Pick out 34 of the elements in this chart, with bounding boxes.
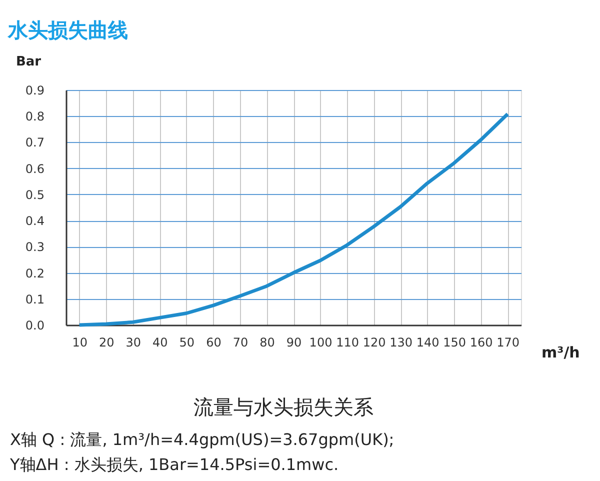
y-tick-label: 0.4 [25, 214, 44, 228]
x-tick-label: 110 [336, 336, 359, 350]
y-tick-label: 0.8 [25, 110, 44, 124]
y-tick-label: 0.2 [25, 266, 44, 280]
x-tick-label: 80 [260, 336, 275, 350]
y-tick-label: 0.9 [25, 84, 44, 98]
x-axis-title: m³/h [542, 344, 580, 362]
x-tick-label: 150 [443, 336, 466, 350]
x-tick-label: 120 [362, 336, 386, 350]
line-series [78, 112, 510, 327]
x-tick-label: 50 [179, 336, 195, 350]
y-tick-label: 0.0 [25, 318, 44, 332]
x-tick-label: 30 [126, 336, 142, 350]
x-tick-label: 100 [309, 336, 332, 350]
x-tick-label: 130 [390, 336, 413, 350]
x-tick-label: 40 [152, 336, 168, 350]
text: Y轴ΔH : 水头损失, 1Bar=14.5Psi=0.1mwc. [9, 455, 339, 474]
y-tick-label: 0.1 [25, 292, 44, 306]
x-tick-label: 60 [206, 336, 222, 350]
y-tick-label: 0.5 [25, 188, 44, 202]
x-tick-label: 10 [72, 336, 88, 350]
x-tick-label: 160 [470, 336, 493, 350]
y-tick-label: 0.7 [25, 136, 44, 150]
x-tick-label: 70 [232, 336, 248, 350]
y-tick-label: 0.3 [25, 240, 44, 254]
x-tick-label: 140 [416, 336, 440, 350]
x-tick-label: 170 [496, 336, 520, 350]
y-tick-label: 0.6 [25, 162, 44, 176]
text: 流量与水头损失关系 [194, 395, 374, 419]
x-tick-label: 20 [99, 336, 114, 350]
y-axis-title: Bar [16, 54, 42, 70]
text: X轴 Q : 流量, 1m³/h=4.4gpm(US)=3.67gpm(UK); [10, 430, 394, 449]
x-tick-label: 90 [286, 336, 302, 350]
chart-title: 水头损失曲线 [7, 18, 128, 42]
